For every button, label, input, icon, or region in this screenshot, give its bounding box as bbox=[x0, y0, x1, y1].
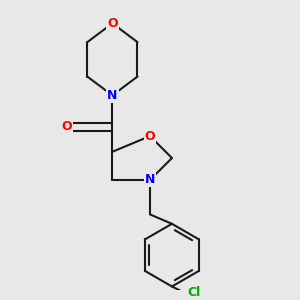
Text: O: O bbox=[107, 17, 118, 30]
Text: O: O bbox=[62, 120, 72, 133]
Text: N: N bbox=[145, 173, 155, 187]
Text: O: O bbox=[145, 130, 155, 142]
Text: N: N bbox=[107, 89, 118, 102]
Text: Cl: Cl bbox=[187, 286, 200, 299]
